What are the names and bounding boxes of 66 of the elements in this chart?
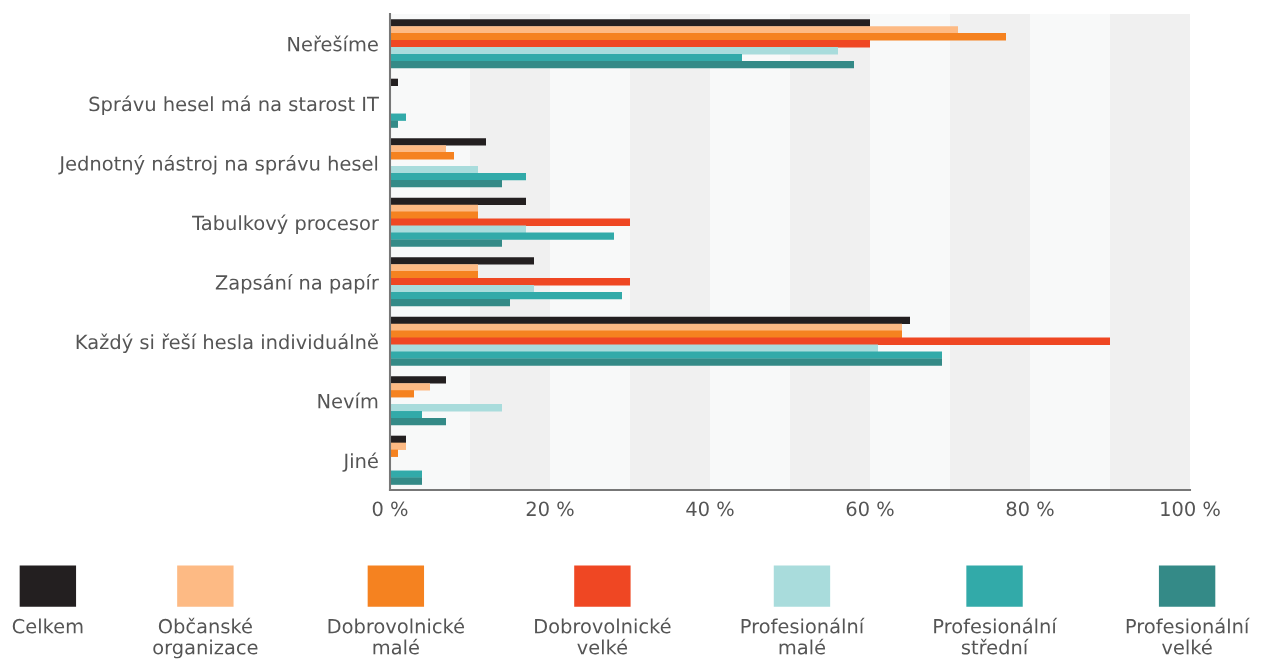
bar: [390, 232, 614, 240]
y-tick-label: Zapsání na papír: [215, 273, 379, 294]
bar: [390, 337, 1110, 345]
bar: [390, 218, 630, 226]
bar: [390, 26, 958, 34]
bar: [390, 470, 422, 478]
bar: [390, 278, 630, 286]
y-tick-label: Neřešíme: [288, 35, 378, 52]
bar: [390, 351, 942, 359]
bar: [390, 330, 902, 338]
bar: [390, 257, 534, 265]
bar: [390, 239, 502, 247]
bar: [390, 54, 742, 62]
bar: [390, 113, 406, 121]
bar: [390, 225, 526, 233]
bar: [390, 390, 414, 398]
y-tick-label: Správu hesel má na starost IT: [89, 95, 379, 116]
bar: [390, 166, 478, 174]
x-tick-label: 80 %: [1006, 501, 1054, 517]
bar: [390, 477, 422, 485]
bar: [390, 264, 478, 272]
bar: [390, 411, 422, 419]
bar: [390, 152, 454, 160]
legend-label: Profesionální velké: [1126, 617, 1250, 655]
bar: [390, 418, 446, 426]
legend-label: Profesionální střední: [934, 617, 1058, 655]
legend-label: Dobrovolnické velké: [535, 617, 671, 655]
bar: [390, 33, 1006, 41]
bar: [390, 211, 478, 219]
bar: [390, 299, 510, 307]
bar: [390, 435, 406, 443]
bar: [390, 344, 878, 352]
bar: [390, 383, 430, 391]
bar: [390, 47, 838, 55]
bar: [390, 40, 870, 48]
legend-label: Občanské organizace: [153, 617, 258, 659]
legend-label: Celkem: [12, 618, 83, 634]
bar: [390, 61, 854, 69]
legend-label: Dobrovolnické malé: [328, 617, 465, 655]
bar: [390, 292, 622, 300]
y-tick-label: Tabulkový procesor: [192, 214, 379, 235]
bar: [390, 376, 446, 384]
bar: [390, 180, 502, 188]
y-tick-label: Jiné: [342, 452, 378, 472]
y-tick-label: Každý si řeší hesla individuálně: [76, 333, 378, 354]
bar: [390, 204, 478, 212]
y-tick-label: Jednotný nástroj na správu hesel: [58, 154, 378, 175]
x-tick-label: 20 %: [526, 501, 574, 517]
bar: [390, 404, 502, 412]
bar: [390, 316, 910, 324]
bar: [390, 271, 478, 279]
x-tick-label: 60 %: [846, 501, 894, 517]
bar: [390, 285, 534, 293]
bar: [390, 442, 406, 450]
bar: [390, 145, 446, 153]
bar: [390, 358, 942, 366]
bar: [390, 138, 486, 146]
bar: [390, 19, 870, 27]
y-tick-label: Nevím: [318, 392, 378, 409]
bar: [390, 197, 526, 205]
x-tick-label: 0 %: [372, 501, 408, 517]
x-tick-label: 40 %: [686, 501, 734, 517]
x-tick-label: 100 %: [1161, 501, 1220, 517]
legend-label: Profesionální malé: [741, 617, 865, 655]
bar: [390, 323, 902, 331]
bar: [390, 173, 526, 181]
